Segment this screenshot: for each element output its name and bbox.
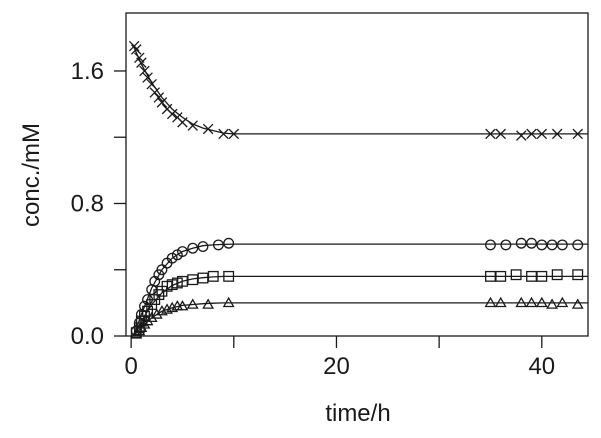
plot-frame [125, 12, 589, 337]
x-marker [551, 128, 563, 140]
triangle-marker [176, 300, 189, 311]
y-tick-label: 1.6 [71, 58, 104, 85]
circle-marker [515, 237, 527, 249]
triangle-marker [556, 296, 569, 308]
x-axis-label: time/h [325, 400, 390, 427]
triangle-marker [494, 296, 507, 308]
square-marker [551, 269, 563, 281]
circle-marker [526, 237, 537, 249]
circle-marker [536, 239, 548, 251]
square-marker [510, 269, 522, 281]
x-axis-ticks: 0 20 40 [124, 336, 555, 380]
triangle-marker [525, 296, 538, 308]
circle-marker [572, 239, 584, 251]
triangle-marker [150, 308, 163, 319]
triangle-marker [222, 296, 235, 308]
fit-line-circle [133, 243, 588, 335]
x-marker [218, 128, 229, 140]
fit-lines [133, 47, 588, 336]
x-marker [516, 130, 527, 141]
y-tick-label: 0.0 [71, 323, 104, 350]
x-marker [142, 72, 153, 83]
x-marker [485, 128, 496, 140]
triangle-marker [484, 296, 497, 308]
circle-marker [212, 239, 224, 251]
x-marker [139, 65, 150, 77]
data-markers [128, 40, 584, 339]
circle-marker [556, 239, 568, 251]
triangle-marker [515, 296, 528, 308]
x-marker [136, 57, 147, 68]
triangle-marker [130, 328, 143, 339]
fit-line-square [133, 275, 588, 335]
x-marker [146, 78, 157, 90]
x-tick-label: 40 [528, 353, 555, 380]
x-marker [128, 40, 140, 52]
circle-marker [177, 246, 188, 257]
x-marker [202, 123, 214, 135]
x-marker [495, 128, 506, 140]
x-tick-label: 20 [323, 353, 350, 380]
triangle-marker [571, 298, 584, 309]
y-axis-label: conc./mM [18, 123, 45, 227]
square-marker [177, 275, 188, 287]
x-marker [572, 128, 583, 140]
square-marker [153, 289, 165, 301]
triangle-marker [535, 296, 548, 308]
x-tick-label: 0 [124, 353, 137, 380]
square-marker [223, 270, 235, 282]
triangle-marker [546, 298, 558, 309]
circle-marker [485, 239, 496, 251]
circle-marker [197, 241, 209, 253]
x-marker [228, 128, 240, 140]
circle-marker [223, 237, 235, 249]
x-marker [153, 92, 165, 103]
triangle-marker [138, 318, 151, 329]
plot-area-border [125, 12, 589, 337]
x-marker [526, 128, 537, 140]
square-marker [207, 270, 219, 282]
x-marker [131, 44, 142, 55]
triangle-marker [145, 311, 158, 323]
x-marker [156, 97, 168, 108]
fit-line-triangle [133, 302, 588, 336]
y-axis-ticks: 0.0 0.8 1.6 [71, 58, 126, 350]
x-marker [166, 108, 178, 120]
square-marker [526, 270, 537, 282]
square-marker [187, 274, 199, 286]
triangle-marker [135, 321, 148, 332]
square-marker [536, 270, 548, 282]
y-tick-label: 0.8 [71, 190, 104, 217]
circle-marker [187, 242, 199, 254]
x-marker [177, 117, 188, 128]
x-marker [187, 120, 198, 131]
square-marker [485, 270, 496, 282]
circle-marker [500, 239, 512, 251]
triangle-marker [141, 314, 154, 326]
fit-line-x [133, 47, 588, 135]
x-marker [536, 128, 548, 140]
circle-marker [546, 239, 558, 251]
square-marker [572, 269, 584, 281]
square-marker [197, 272, 209, 284]
triangle-marker [202, 298, 215, 309]
square-marker [495, 270, 507, 282]
triangle-marker [186, 298, 199, 309]
